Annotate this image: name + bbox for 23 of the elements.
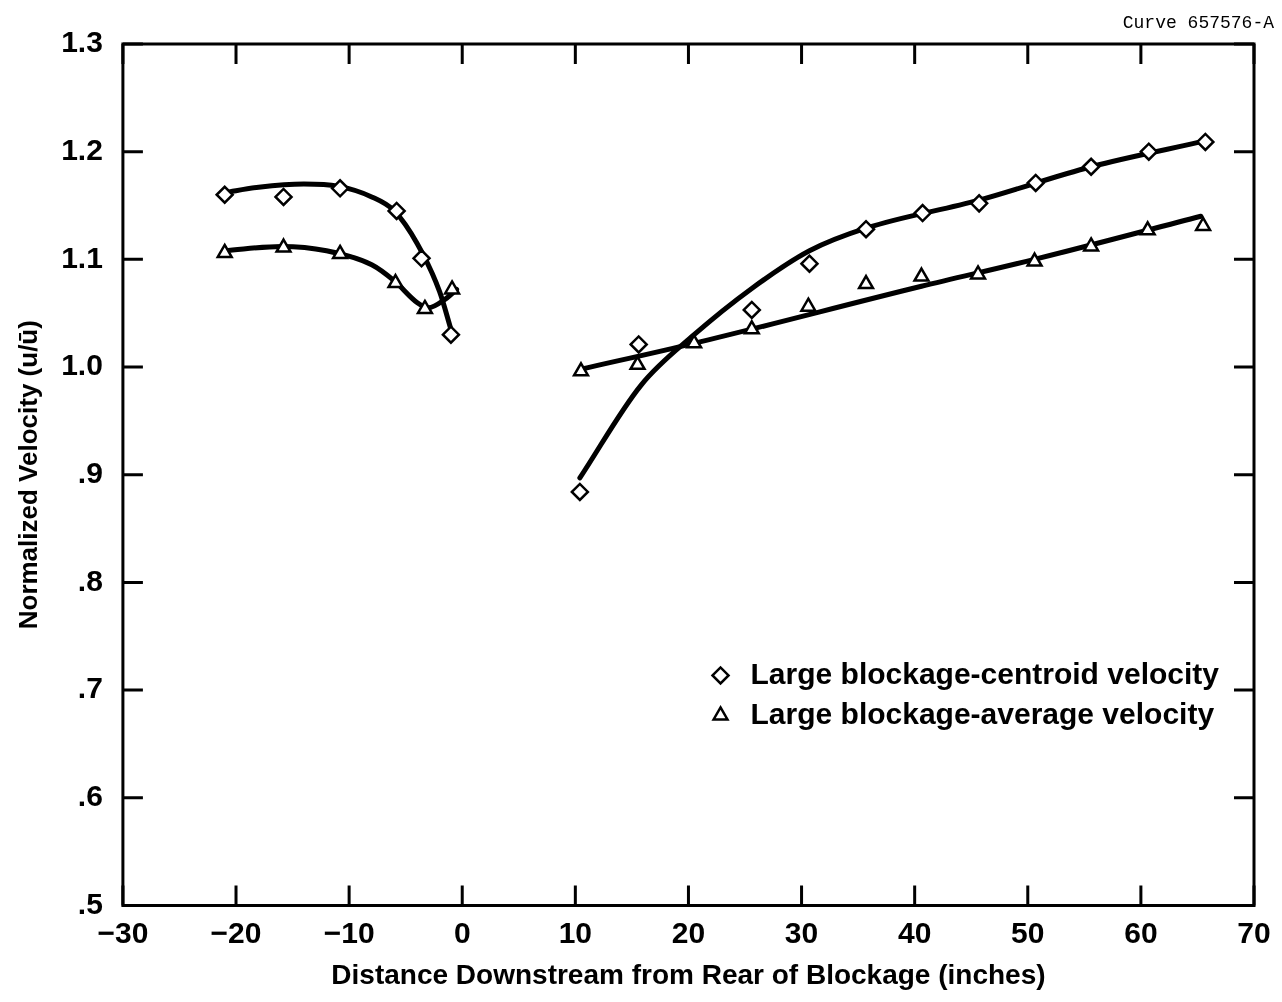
x-tick-label: 10 — [558, 915, 593, 949]
x-tick-label: 0 — [453, 915, 471, 949]
y-tick-label: .8 — [77, 563, 103, 597]
x-tick-label: −20 — [210, 915, 262, 949]
legend-label: Large blockage-average velocity — [750, 696, 1215, 730]
x-tick-label: 50 — [1011, 915, 1045, 949]
y-tick-label: 1.1 — [61, 240, 103, 274]
legend-label: Large blockage-centroid velocity — [750, 656, 1220, 690]
y-tick-label: 1.0 — [61, 348, 103, 382]
x-tick-label: 20 — [671, 915, 706, 949]
y-tick-label: .9 — [77, 455, 103, 489]
y-tick-label: .7 — [77, 671, 103, 705]
x-tick-label: 60 — [1124, 915, 1158, 949]
x-tick-label: −10 — [323, 915, 375, 949]
text: Curve 657576-A — [1122, 12, 1275, 33]
y-tick-label: .6 — [77, 778, 103, 812]
y-tick-label: 1.2 — [61, 132, 103, 166]
x-axis-title: Distance Downstream from Rear of Blockage (inches) — [331, 958, 1046, 990]
y-axis-title: Normalized Velocity (u/ū) — [12, 320, 43, 630]
x-tick-label: 70 — [1237, 915, 1271, 949]
y-tick-label: 1.3 — [61, 25, 103, 59]
x-tick-label: 40 — [897, 915, 932, 949]
x-tick-label: 30 — [784, 915, 819, 949]
